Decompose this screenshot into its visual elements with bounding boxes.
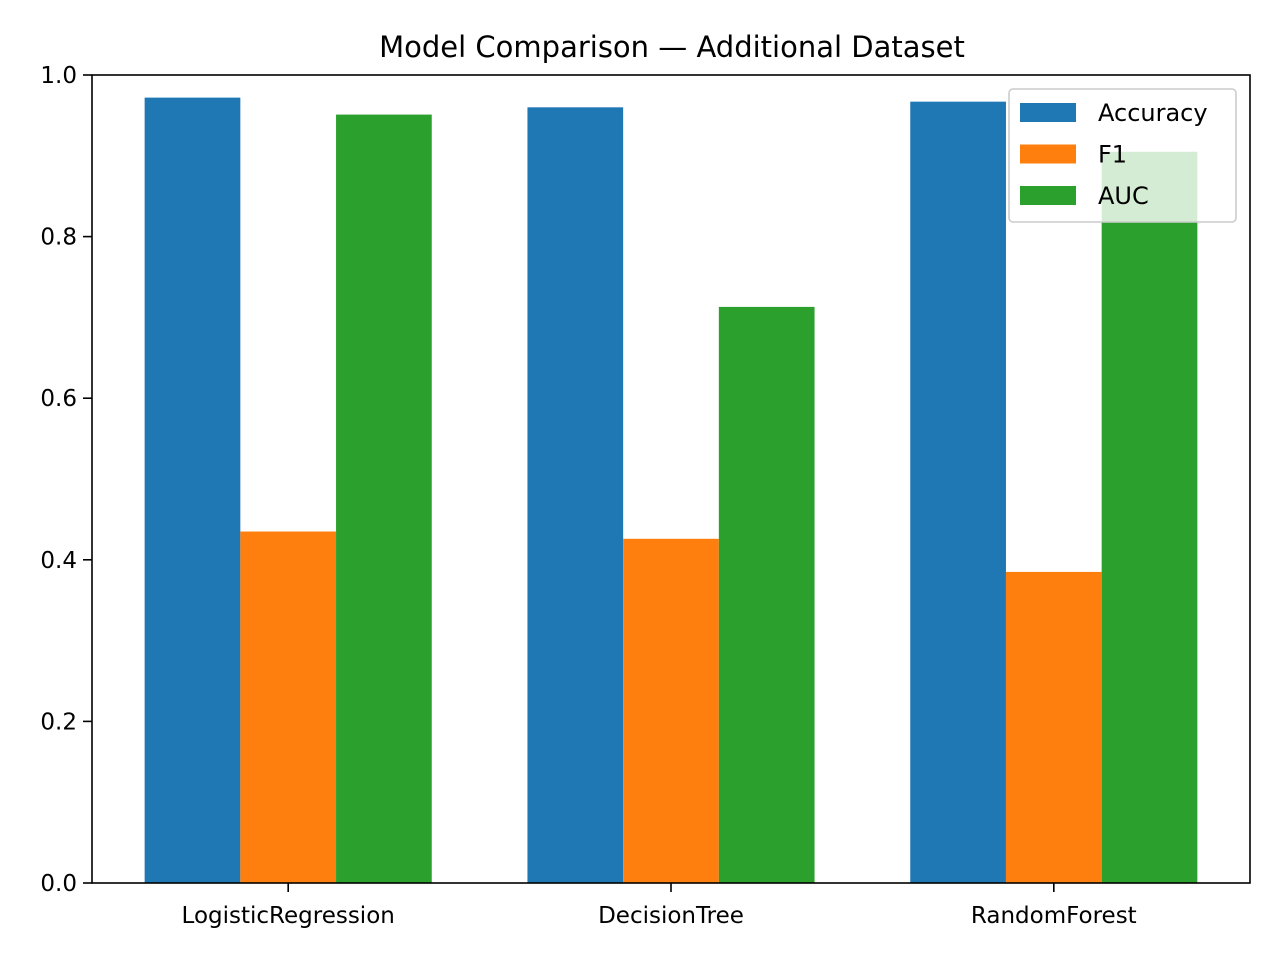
legend-label-accuracy: Accuracy — [1098, 99, 1208, 127]
bars-group — [144, 97, 1198, 884]
bar-auc-decisiontree — [718, 306, 815, 883]
legend: Accuracy F1 AUC — [1008, 88, 1237, 223]
x-tick-label: LogisticRegression — [182, 903, 395, 929]
bar-accuracy-randomforest — [910, 101, 1006, 883]
chart-title: Model Comparison — Additional Dataset — [379, 30, 965, 64]
bar-f1-logisticregression — [240, 531, 337, 883]
bar-auc-randomforest — [1101, 151, 1198, 883]
legend-label-f1: F1 — [1098, 141, 1127, 169]
bar-accuracy-decisiontree — [527, 107, 624, 883]
y-tick-label: 0.8 — [40, 225, 77, 251]
legend-swatch-f1 — [1020, 144, 1076, 164]
bar-f1-decisiontree — [623, 538, 719, 883]
bar-f1-randomforest — [1005, 571, 1102, 883]
y-tick-label: 0.6 — [40, 386, 77, 412]
legend-label-auc: AUC — [1098, 182, 1149, 210]
y-tick-label: 0.0 — [40, 871, 77, 897]
x-tick-label: DecisionTree — [598, 903, 744, 929]
y-tick-label: 1.0 — [40, 63, 77, 89]
legend-swatch-accuracy — [1020, 103, 1076, 122]
legend-swatch-auc — [1020, 186, 1076, 205]
x-tick-label: RandomForest — [971, 903, 1137, 929]
y-axis: 0.0 0.2 0.4 0.6 0.8 1.0 — [40, 63, 92, 897]
y-tick-label: 0.4 — [40, 548, 77, 574]
bar-accuracy-logisticregression — [144, 97, 241, 883]
bar-auc-logisticregression — [336, 114, 432, 884]
x-axis: LogisticRegression DecisionTree RandomFore… — [182, 883, 1137, 929]
y-tick-label: 0.2 — [40, 709, 77, 735]
